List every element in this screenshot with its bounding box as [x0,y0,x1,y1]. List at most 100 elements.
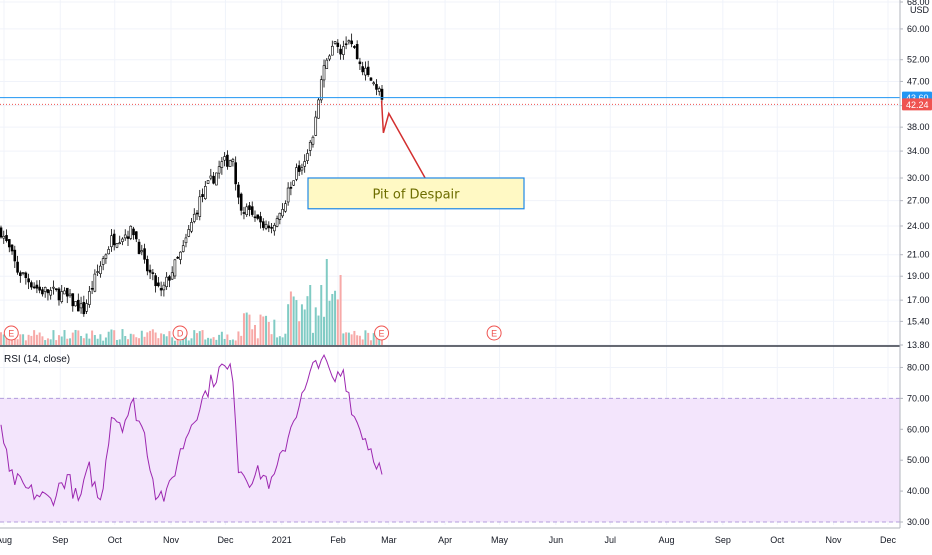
volume-bar [96,338,99,345]
volume-bar [149,330,152,345]
volume-bar [151,329,154,345]
candle-body [165,276,168,287]
pit-of-despair-annotation[interactable]: Pit of Despair [307,177,525,210]
volume-bar [115,339,118,345]
volume-bar [325,259,328,345]
earnings-marker-label: E [491,329,497,339]
candle-body [317,99,320,119]
candle-body [32,286,36,289]
volume-bar [284,333,287,345]
volume-bar [289,291,292,345]
volume-bar [356,335,359,345]
volume-bar [19,334,22,345]
candle-body [134,231,138,240]
volume-bar [353,330,356,345]
volume-bar [196,333,199,345]
volume-bar [226,334,229,345]
volume-bar [298,321,301,345]
candle-body [168,276,171,281]
volume-bar [270,334,273,345]
volume-bar [331,293,334,345]
candle-body [99,265,102,275]
price-tick-label: 68.00 [907,0,930,7]
candle-body [322,65,326,81]
candle-body [198,196,202,217]
candle-body [234,162,237,185]
earnings-marker-label: E [8,329,14,339]
earnings-marker-circle [3,325,19,341]
candle-body [273,225,276,232]
volume-bar [198,331,201,345]
price-axis[interactable]: 68.0060.0052.0047.0042.0038.0034.0030.00… [900,0,930,350]
volume-bar [245,312,248,345]
volume-bar [314,307,317,345]
candle-body [63,290,66,295]
volume-bar [49,339,52,345]
volume-bar [46,338,49,345]
volume-bar [85,333,88,345]
volume-bar [171,337,174,345]
volume-bar [179,340,182,345]
volume-bar [138,338,141,345]
candle-body [372,82,376,85]
volume-bar [107,331,110,345]
candle-body [126,236,130,239]
candle-body [146,259,149,272]
earnings-marker-label: D [177,329,184,339]
candle-body [369,77,373,81]
candle-body [303,161,306,167]
candle-body [13,249,17,262]
candle-body [107,249,110,255]
volume-bar [317,315,320,345]
candle-body [123,234,127,239]
rsi-axis[interactable]: 80.00 70.00 60.00 50.00 40.00 30.00 [900,362,930,527]
candle-body [267,225,271,229]
volume-bar [104,337,107,345]
time-axis[interactable]: Aug Sep Oct Nov Dec 2021 Feb Mar Apr May Jun Jul Aug… [0,535,897,545]
volume-bar [229,340,232,345]
volume-bar [237,331,240,345]
candle-body [54,288,58,290]
candle-body [154,275,157,287]
volume-bar [372,333,375,345]
volume-bar [320,285,323,345]
candle-body [284,203,287,212]
price-tag-label: 43.60 [906,93,929,103]
volume-bar [52,330,55,345]
candle-body [151,272,155,274]
volume-bar [16,339,19,345]
volume-bar [160,333,163,345]
time-tick-label: May [491,535,509,545]
candle-body [228,160,232,167]
volume-bar [231,339,234,345]
candle-body [264,223,268,229]
candle-body [259,216,262,223]
volume-bar [82,338,85,345]
volume-bar [44,340,47,345]
time-tick-label: Nov [826,535,843,545]
rsi-title: RSI (14, close) [4,354,70,365]
candle-body [212,175,215,184]
candle-body [57,288,61,301]
price-tick-label: 60.00 [907,24,930,34]
volume-bar [168,331,171,345]
candle-body [270,226,273,229]
candle-body [82,301,86,315]
volume-bar [358,335,361,345]
volume-bar [262,316,265,345]
volume-bar [38,332,41,345]
candle-body [74,301,77,307]
candle-body [101,258,105,265]
volume-bar [121,329,124,345]
price-candles [0,33,384,317]
candle-body [253,216,257,219]
candle-body [143,248,146,260]
volume-bar [254,324,256,345]
volume-bar [292,296,295,345]
candle-body [289,186,293,189]
candle-body [88,291,91,305]
price-tag-label: 42.24 [906,100,929,110]
